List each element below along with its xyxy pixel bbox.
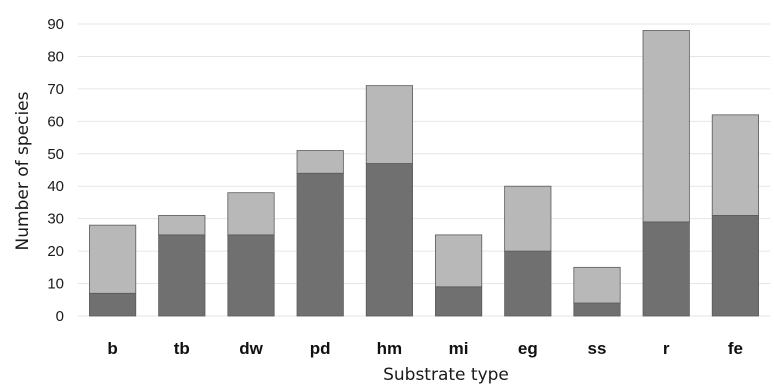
y-tick-label: 70 xyxy=(47,81,64,98)
bar-segment-tb-series-2 xyxy=(158,215,206,236)
bar-segment-fe-series-2 xyxy=(711,114,759,216)
bar-segment-pd-series-1 xyxy=(296,172,344,317)
y-tick-label: 40 xyxy=(47,178,64,195)
y-tick-label: 10 xyxy=(47,276,64,293)
bar-segment-hm-series-1 xyxy=(365,163,413,317)
bar-segment-r-series-2 xyxy=(642,30,690,223)
x-tick-label-fe: fe xyxy=(728,339,743,358)
bar-segment-b-series-2 xyxy=(89,224,137,294)
bar-segment-pd-series-2 xyxy=(296,150,344,174)
bar-segment-hm-series-2 xyxy=(365,85,413,164)
y-tick-label: 20 xyxy=(47,243,64,260)
bar-segment-dw-series-1 xyxy=(227,234,275,317)
y-axis-title: Number of species xyxy=(13,91,33,250)
x-axis-title: Substrate type xyxy=(383,365,509,385)
y-tick-label: 50 xyxy=(47,146,64,163)
x-tick-label-hm: hm xyxy=(377,339,403,358)
x-tick-label-tb: tb xyxy=(174,339,190,358)
x-tick-label-pd: pd xyxy=(310,339,331,358)
bar-segment-dw-series-2 xyxy=(227,192,275,236)
y-tick-label: 80 xyxy=(47,48,64,65)
bar-segment-fe-series-1 xyxy=(711,215,759,317)
bar-segment-r-series-1 xyxy=(642,221,690,317)
x-tick-label-mi: mi xyxy=(449,339,469,358)
bar-segment-tb-series-1 xyxy=(158,234,206,317)
bars xyxy=(89,30,759,317)
x-tick-label-r: r xyxy=(663,339,670,358)
bar-segment-b-series-1 xyxy=(89,292,137,317)
y-tick-label: 60 xyxy=(47,113,64,130)
x-tick-label-dw: dw xyxy=(239,339,263,358)
bar-segment-mi-series-1 xyxy=(435,286,483,317)
x-tick-label-eg: eg xyxy=(518,339,538,358)
y-tick-label: 90 xyxy=(47,16,64,33)
y-axis-ticks: 0 10 20 30 40 50 60 70 80 90 xyxy=(47,16,64,325)
bar-segment-eg-series-1 xyxy=(504,250,552,317)
y-tick-label: 0 xyxy=(56,308,64,325)
x-tick-label-ss: ss xyxy=(588,339,607,358)
bar-segment-eg-series-2 xyxy=(504,185,552,252)
bar-segment-ss-series-1 xyxy=(573,302,621,317)
x-tick-label-b: b xyxy=(107,339,117,358)
bar-segment-mi-series-2 xyxy=(435,234,483,288)
x-axis-ticks: b tb dw pd hm mi eg ss r fe xyxy=(107,339,743,358)
y-tick-label: 30 xyxy=(47,211,64,228)
bar-segment-ss-series-2 xyxy=(573,266,621,304)
